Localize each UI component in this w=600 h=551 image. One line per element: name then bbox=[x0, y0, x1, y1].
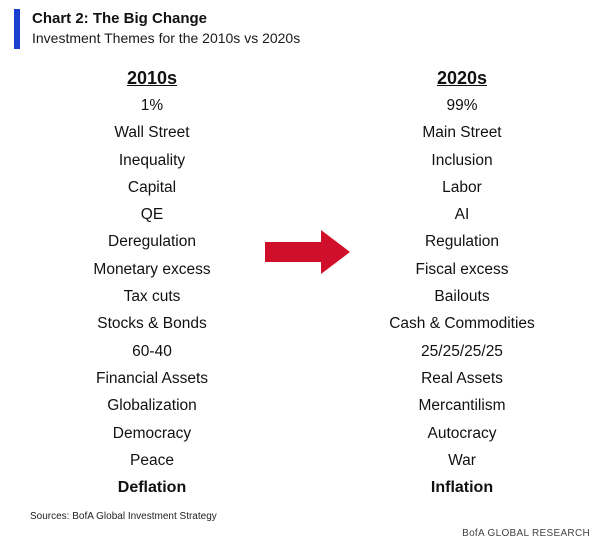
column-heading-2010s: 2010s bbox=[126, 68, 178, 88]
accent-bar bbox=[14, 9, 20, 49]
theme-item: 99% bbox=[446, 97, 478, 114]
theme-item: Main Street bbox=[422, 124, 502, 142]
source-note: Sources: BofA Global Investment Strategy bbox=[30, 511, 217, 522]
right-arrow-icon bbox=[265, 230, 350, 274]
theme-item: Globalization bbox=[107, 397, 197, 415]
theme-item: Cash & Commodities bbox=[389, 315, 535, 333]
theme-item-final: Inflation bbox=[430, 479, 494, 497]
theme-item: War bbox=[448, 451, 476, 469]
theme-item: Democracy bbox=[112, 424, 192, 442]
theme-item: Labor bbox=[442, 178, 482, 196]
theme-item: QE bbox=[140, 206, 164, 224]
theme-list-2010s: 1% Wall Street Inequality Capital QE Der… bbox=[52, 92, 252, 501]
theme-item: Regulation bbox=[424, 233, 500, 251]
theme-item-final: Deflation bbox=[117, 479, 187, 497]
theme-item: Inclusion bbox=[431, 151, 493, 169]
theme-item: AI bbox=[454, 206, 470, 224]
theme-item: Stocks & Bonds bbox=[97, 315, 207, 333]
column-2020s: 2020s 99% Main Street Inclusion Labor AI… bbox=[362, 64, 562, 501]
theme-item: Monetary excess bbox=[93, 260, 211, 278]
theme-item: 60-40 bbox=[132, 342, 172, 360]
theme-item: Real Assets bbox=[421, 369, 503, 387]
theme-item: Bailouts bbox=[434, 288, 490, 306]
theme-item: Mercantilism bbox=[418, 397, 506, 415]
page-subtitle: Investment Themes for the 2010s vs 2020s bbox=[32, 30, 301, 46]
theme-item: Tax cuts bbox=[123, 288, 181, 306]
theme-item: Fiscal excess bbox=[415, 260, 509, 278]
theme-item: Peace bbox=[130, 451, 174, 469]
theme-item: Inequality bbox=[118, 151, 186, 169]
theme-item: Autocracy bbox=[427, 424, 497, 442]
column-heading-2020s: 2020s bbox=[436, 68, 488, 88]
theme-item: Wall Street bbox=[114, 124, 190, 142]
theme-item: Capital bbox=[127, 178, 177, 196]
theme-item: 25/25/25/25 bbox=[421, 342, 503, 360]
theme-list-2020s: 99% Main Street Inclusion Labor AI Regul… bbox=[362, 92, 562, 501]
page-title: Chart 2: The Big Change bbox=[32, 10, 208, 27]
theme-item: 1% bbox=[140, 97, 164, 114]
arrow-shape bbox=[265, 230, 350, 274]
theme-item: Financial Assets bbox=[96, 369, 208, 387]
theme-item: Deregulation bbox=[108, 233, 196, 251]
brand-label: BofA GLOBAL RESEARCH bbox=[462, 528, 590, 539]
column-2010s: 2010s 1% Wall Street Inequality Capital … bbox=[52, 64, 252, 501]
